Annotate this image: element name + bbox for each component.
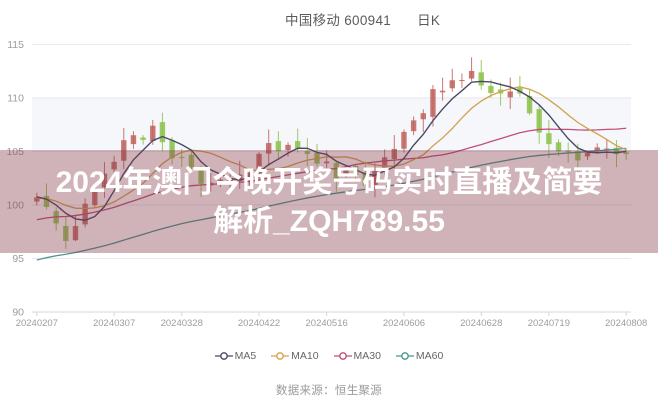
svg-text:20240808: 20240808 (605, 318, 647, 329)
svg-text:115: 115 (7, 39, 24, 51)
svg-text:20240328: 20240328 (161, 318, 203, 329)
svg-text:20240628: 20240628 (460, 318, 502, 329)
svg-text:95: 95 (12, 253, 24, 265)
svg-text:20240307: 20240307 (93, 318, 135, 329)
svg-text:20240719: 20240719 (528, 318, 570, 329)
svg-text:20240422: 20240422 (238, 318, 280, 329)
svg-text:110: 110 (7, 93, 24, 105)
svg-text:20240207: 20240207 (16, 318, 58, 329)
svg-text:90: 90 (12, 307, 24, 319)
svg-text:20240516: 20240516 (306, 318, 348, 329)
svg-text:20240606: 20240606 (383, 318, 425, 329)
